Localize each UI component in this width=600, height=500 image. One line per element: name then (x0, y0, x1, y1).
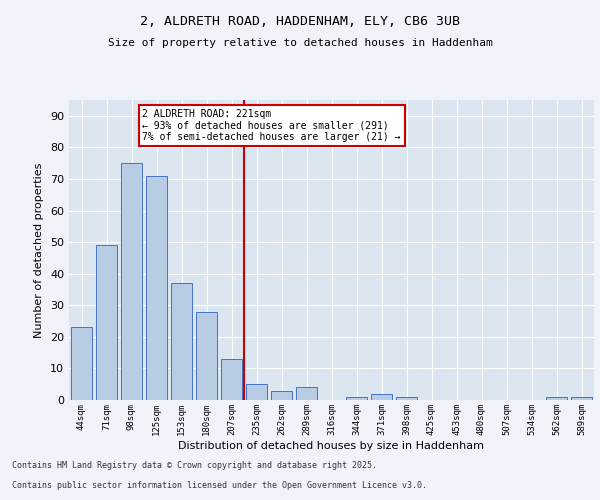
Bar (571, 397, 592, 400)
Text: 2 ALDRETH ROAD: 221sqm
← 93% of detached houses are smaller (291)
7% of semi-det: 2 ALDRETH ROAD: 221sqm ← 93% of detached… (143, 109, 401, 142)
Bar (396, 397, 417, 400)
Text: Size of property relative to detached houses in Haddenham: Size of property relative to detached ho… (107, 38, 493, 48)
Text: Contains HM Land Registry data © Crown copyright and database right 2025.: Contains HM Land Registry data © Crown c… (12, 461, 377, 470)
Bar (346, 397, 367, 400)
Bar (221, 359, 242, 400)
Bar (246, 384, 267, 400)
Bar (71, 328, 92, 400)
Bar (96, 246, 117, 400)
Bar (296, 388, 317, 400)
Text: Contains public sector information licensed under the Open Government Licence v3: Contains public sector information licen… (12, 481, 427, 490)
Bar (121, 163, 142, 400)
Bar (271, 390, 292, 400)
Bar (171, 283, 192, 400)
X-axis label: Distribution of detached houses by size in Haddenham: Distribution of detached houses by size … (179, 440, 485, 450)
Bar (371, 394, 392, 400)
Text: 2, ALDRETH ROAD, HADDENHAM, ELY, CB6 3UB: 2, ALDRETH ROAD, HADDENHAM, ELY, CB6 3UB (140, 15, 460, 28)
Y-axis label: Number of detached properties: Number of detached properties (34, 162, 44, 338)
Bar (146, 176, 167, 400)
Bar (196, 312, 217, 400)
Bar (546, 397, 567, 400)
